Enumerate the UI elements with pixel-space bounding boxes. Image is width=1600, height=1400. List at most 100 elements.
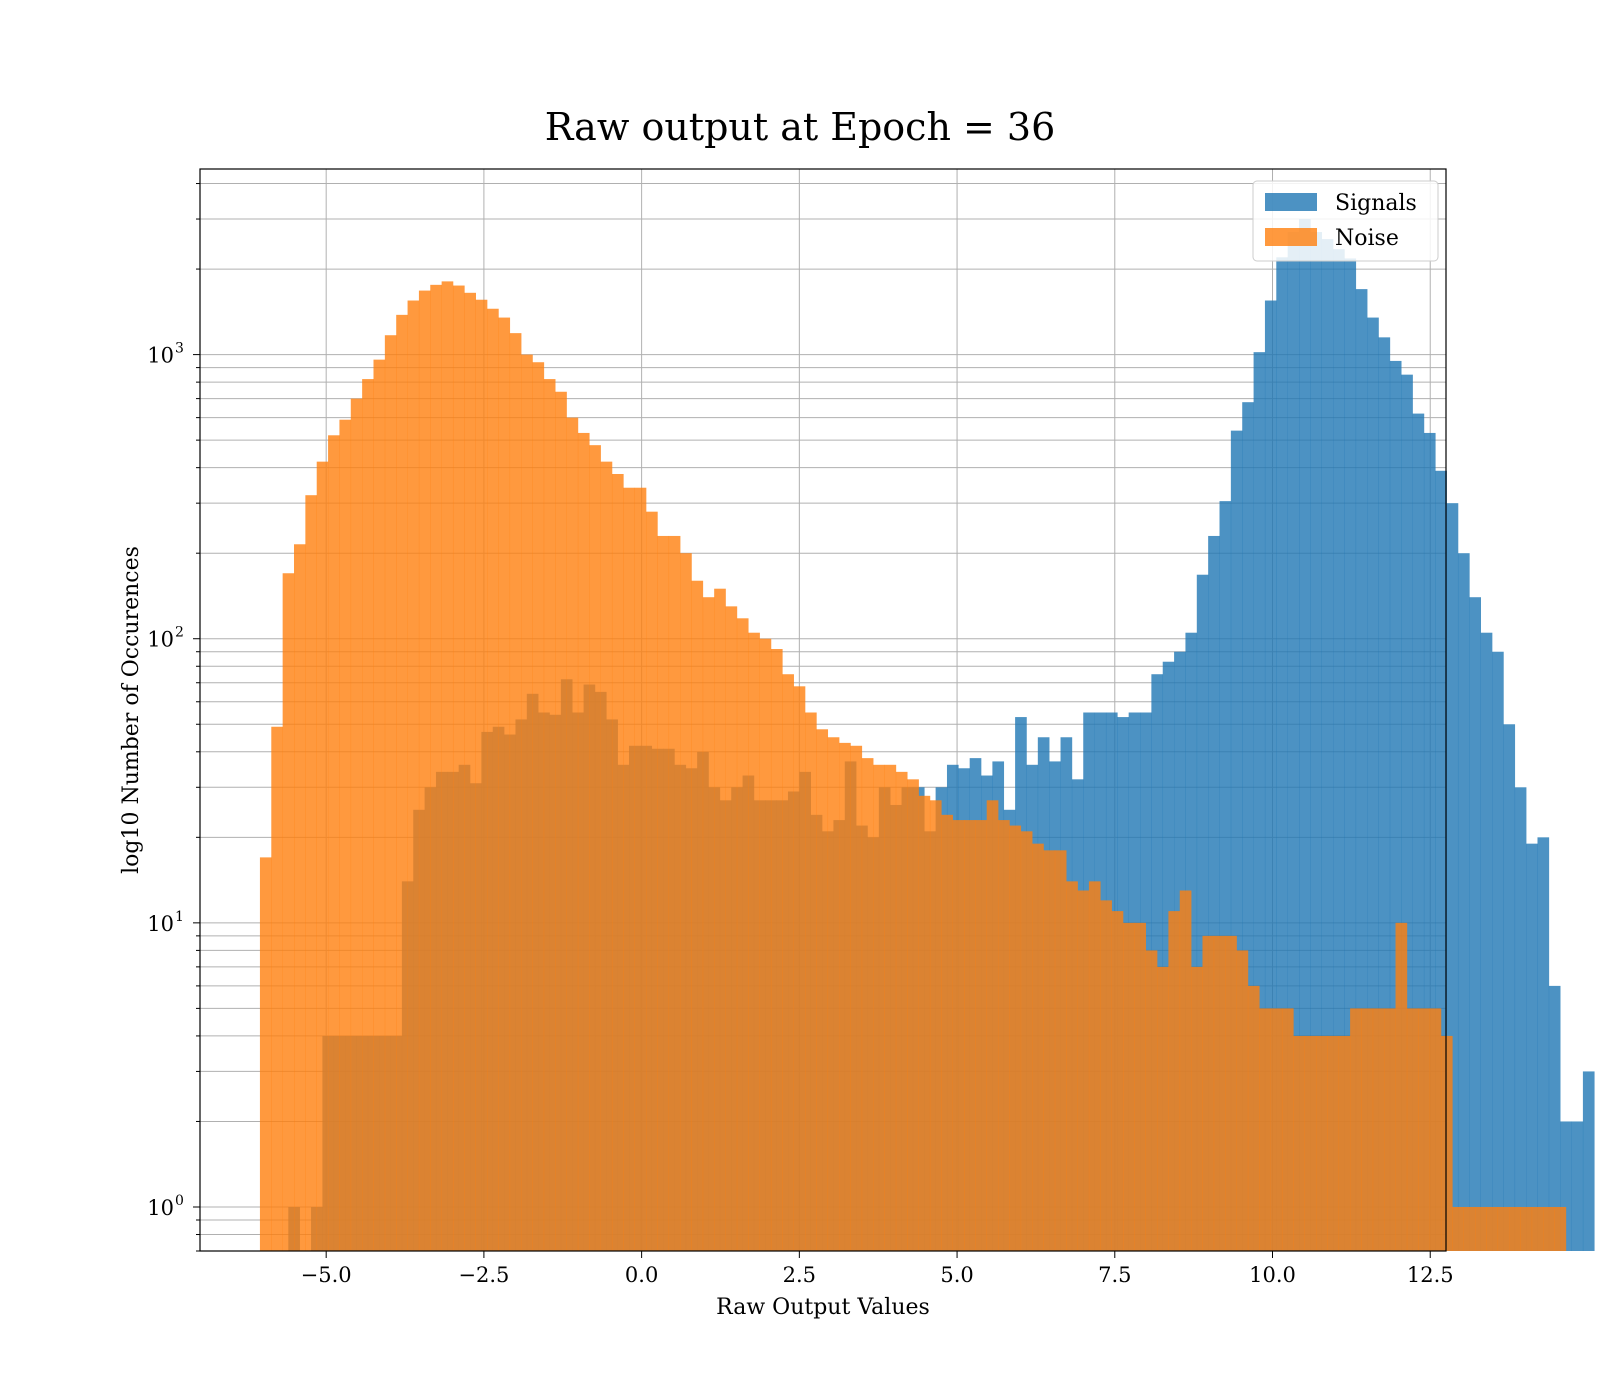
y-tick-label: 10 (147, 628, 174, 652)
bar-signals (1196, 574, 1209, 1251)
bar-signals (1242, 402, 1254, 1251)
bar-noise (452, 285, 465, 1251)
bar-noise (1497, 1206, 1510, 1251)
bar-signals (1503, 724, 1516, 1251)
bar-noise (464, 292, 476, 1252)
bar-noise (1202, 935, 1215, 1251)
legend: Signals Noise (1252, 180, 1439, 262)
bar-signals (1310, 232, 1323, 1251)
bar-signals (1287, 232, 1300, 1251)
x-tick-label: −5.0 (301, 1263, 352, 1287)
bar-signals (1446, 503, 1459, 1251)
bar-signals (1389, 360, 1402, 1251)
bar-noise (657, 535, 670, 1251)
bar-noise (782, 674, 794, 1251)
bar-noise (1293, 1035, 1305, 1251)
bar-noise (339, 419, 352, 1251)
bar-noise (1452, 1206, 1464, 1251)
bar-noise (328, 435, 340, 1252)
bar-noise (986, 800, 999, 1251)
bar-noise (816, 729, 829, 1251)
plot-frame (199, 168, 1447, 1252)
bar-signals (1253, 352, 1266, 1251)
bar-noise (1043, 850, 1056, 1251)
series-noise (259, 281, 1567, 1252)
bar-signals (1548, 985, 1561, 1251)
bar-noise (884, 764, 897, 1251)
bar-noise (1531, 1206, 1544, 1251)
bar-noise (929, 800, 942, 1251)
bar-signals (1401, 374, 1413, 1251)
bar-noise (850, 745, 863, 1251)
bar-noise (396, 314, 408, 1251)
bar-noise (725, 606, 738, 1251)
bar-noise (1554, 1206, 1567, 1251)
bar-noise (1361, 1008, 1374, 1251)
y-tick-exponent: 3 (175, 341, 184, 357)
bar-noise (475, 299, 488, 1251)
bar-noise (600, 461, 613, 1251)
bar-noise (1281, 1008, 1294, 1251)
bar-noise (1270, 1008, 1283, 1251)
bar-signals (1378, 337, 1391, 1251)
bar-noise (407, 300, 420, 1251)
bar-noise (294, 544, 306, 1251)
bar-noise (1009, 825, 1022, 1251)
x-axis-label: Raw Output Values (716, 1295, 930, 1320)
y-tick-label: 10 (147, 912, 174, 936)
bar-noise (543, 379, 556, 1251)
bar-signals (1276, 257, 1288, 1251)
bar-noise (759, 638, 772, 1251)
bar-noise (668, 535, 681, 1251)
bar-noise (1054, 850, 1067, 1251)
bar-noise (1179, 890, 1192, 1251)
bar-noise (964, 820, 976, 1251)
bar-noise (1418, 1008, 1430, 1251)
bar-noise (861, 758, 874, 1251)
bar-noise (532, 362, 545, 1251)
legend-swatch-noise (1265, 228, 1317, 246)
bar-noise (555, 391, 567, 1251)
bar-noise (634, 487, 647, 1252)
bar-noise (918, 795, 931, 1251)
bar-noise (1077, 890, 1090, 1251)
bar-signals (1264, 300, 1277, 1251)
x-axis-ticks: −5.0 −2.5 0.0 2.5 5.0 7.5 10.0 12.5 (301, 1251, 1454, 1287)
bar-noise (895, 771, 908, 1251)
y-tick-exponent: 2 (175, 625, 184, 641)
bar-noise (691, 580, 704, 1251)
bar-noise (805, 712, 817, 1251)
bar-noise (521, 354, 533, 1251)
bar-signals (1537, 837, 1550, 1251)
bar-signals (1582, 1071, 1595, 1251)
bar-noise (1440, 1035, 1453, 1251)
bar-noise (1100, 900, 1112, 1251)
bar-noise (1475, 1206, 1487, 1251)
bar-signals (1367, 317, 1379, 1252)
bar-signals (1480, 632, 1493, 1251)
bar-noise (646, 511, 658, 1251)
bar-noise (1157, 966, 1169, 1251)
x-tick-label: 12.5 (1407, 1263, 1454, 1287)
bar-noise (1520, 1206, 1533, 1251)
x-tick-label: 2.5 (783, 1263, 816, 1287)
bar-noise (1032, 843, 1044, 1251)
bar-noise (1316, 1035, 1328, 1251)
bar-signals (1230, 430, 1243, 1251)
y-tick-exponent: 0 (175, 1193, 184, 1209)
x-tick-label: −2.5 (458, 1263, 509, 1287)
bar-signals (1560, 1121, 1572, 1251)
bar-noise (498, 317, 511, 1252)
bar-noise (1066, 881, 1078, 1251)
bar-noise (1134, 922, 1146, 1251)
bar-noise (577, 432, 590, 1252)
bar-noise (441, 281, 454, 1251)
bar-noise (907, 779, 919, 1251)
bar-noise (1406, 1008, 1419, 1251)
bar-signals (1571, 1121, 1584, 1251)
bar-noise (998, 820, 1010, 1251)
bar-signals (1219, 501, 1232, 1251)
bar-noise (1259, 1008, 1271, 1251)
bar-noise (827, 737, 840, 1251)
x-tick-label: 5.0 (940, 1263, 973, 1287)
